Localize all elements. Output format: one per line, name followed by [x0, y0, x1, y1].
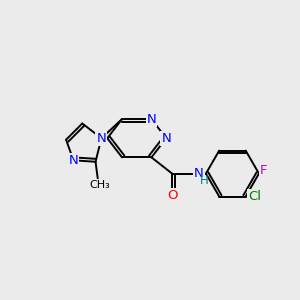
Text: N: N: [147, 112, 156, 126]
Text: N: N: [97, 132, 106, 145]
Text: N: N: [69, 154, 78, 167]
Text: H: H: [200, 173, 209, 187]
Text: N: N: [161, 132, 171, 145]
Text: Cl: Cl: [248, 190, 261, 203]
Text: CH₃: CH₃: [90, 180, 110, 190]
Text: F: F: [260, 164, 267, 176]
Text: O: O: [167, 189, 177, 202]
Text: N: N: [194, 167, 203, 180]
